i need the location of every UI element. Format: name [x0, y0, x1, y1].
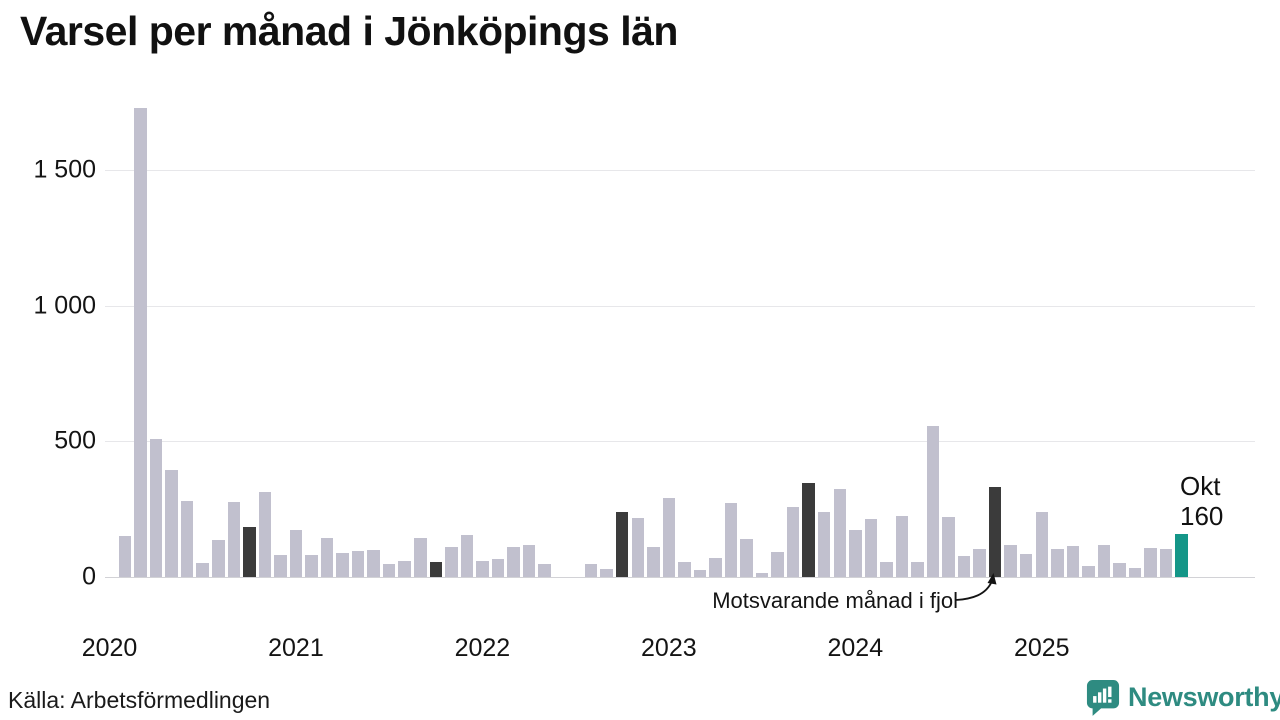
x-tick-label-2023: 2023: [641, 634, 697, 662]
bar-2020-11: [258, 491, 272, 577]
bar-2020-07: [196, 563, 209, 577]
current-bar-value: 160: [1180, 501, 1224, 531]
bar-2025-08: [1144, 548, 1157, 577]
bar-2020-05: [165, 469, 178, 577]
x-tick-label-2025: 2025: [1013, 634, 1070, 662]
gridline: [105, 170, 1255, 172]
bar-2025-05: [1097, 544, 1111, 577]
gridline: [105, 305, 1255, 307]
bar-2023-12: [833, 488, 846, 577]
bar-2021-06: [367, 549, 380, 577]
bar-2025-04: [1082, 566, 1095, 577]
bar-2024-12: [1019, 554, 1033, 577]
bar-2020-09: [227, 502, 241, 577]
bar-2025-02: [1051, 548, 1064, 577]
bar-2024-08: [957, 556, 971, 577]
bar-2021-05: [351, 551, 365, 577]
bar-2024-06: [926, 425, 940, 577]
bar-2023-10: [802, 483, 815, 577]
bar-2021-10: [429, 561, 443, 577]
bar-2024-09: [973, 548, 986, 577]
bar-2023-02: [678, 562, 691, 577]
bar-2024-04: [895, 515, 909, 577]
bar-2020-12: [274, 555, 287, 577]
bar-2022-02: [491, 559, 505, 577]
chart-title: Varsel per månad i Jönköpings län: [20, 8, 678, 54]
bar-2024-05: [911, 561, 924, 577]
bar-2021-02: [305, 555, 318, 577]
bar-2023-01: [662, 498, 676, 577]
bar-2020-08: [212, 540, 225, 577]
x-axis-line: [105, 577, 1255, 578]
bar-2020-02: [118, 536, 132, 577]
x-tick-label-2022: 2022: [454, 634, 511, 662]
x-tick-label-2020: 2020: [81, 634, 138, 662]
bar-2023-04: [709, 558, 722, 577]
gridline: [105, 441, 1255, 443]
bar-2023-11: [817, 511, 831, 577]
bar-2022-12: [647, 547, 660, 577]
bar-2023-03: [693, 569, 707, 577]
bar-2021-12: [460, 534, 474, 577]
current-bar-month: Okt: [1180, 471, 1221, 501]
bar-2024-07: [942, 516, 955, 577]
bar-2024-10: [988, 487, 1002, 577]
bar-2021-09: [414, 538, 427, 577]
speech-bubble-bar-chart-icon: [1086, 680, 1120, 716]
y-tick-label: 500: [54, 426, 96, 455]
y-tick-label: 1 500: [33, 155, 96, 184]
bar-2022-03: [507, 547, 520, 577]
y-tick-label: 0: [82, 562, 96, 591]
bar-2023-05: [724, 503, 738, 577]
annotation-last-year-label: Motsvarande månad i fjol: [712, 588, 958, 613]
bar-2024-01: [849, 530, 862, 577]
annotation-arrow-icon: [955, 573, 997, 601]
bar-2025-09: [1159, 548, 1173, 577]
bar-2025-03: [1066, 546, 1080, 577]
bar-2022-04: [522, 544, 536, 577]
bar-2024-02: [864, 519, 878, 577]
bar-2025-10: [1175, 533, 1188, 577]
bar-2025-06: [1113, 563, 1126, 577]
x-tick-label-2021: 2021: [268, 634, 324, 662]
brand-name: Newsworthy: [1128, 682, 1280, 712]
bar-2023-06: [740, 539, 753, 577]
bar-2023-08: [771, 551, 784, 577]
bar-2022-05: [538, 564, 551, 577]
bar-2021-07: [382, 564, 396, 577]
bar-2022-01: [476, 561, 489, 577]
bar-2020-03: [134, 107, 147, 577]
y-tick-label: 1 000: [33, 291, 96, 320]
bar-2020-06: [180, 501, 194, 577]
bar-2022-10: [615, 511, 629, 577]
bar-2025-07: [1128, 568, 1142, 577]
source-label: Källa: Arbetsförmedlingen: [8, 687, 271, 713]
bar-2021-01: [289, 529, 303, 577]
bar-2020-04: [149, 438, 163, 577]
bar-2024-03: [880, 562, 893, 577]
bar-2021-04: [336, 552, 349, 577]
bar-2021-03: [320, 537, 334, 577]
bar-2022-09: [600, 568, 613, 577]
bar-2024-11: [1004, 545, 1017, 577]
newsworthy-logo: Newsworthy: [1086, 679, 1280, 716]
bar-2025-01: [1035, 512, 1048, 577]
bar-2020-10: [243, 526, 256, 577]
bar-2023-09: [786, 507, 800, 577]
bar-2023-07: [755, 572, 769, 577]
bar-2021-08: [398, 561, 411, 577]
current-bar-value-label: Okt 160: [1180, 471, 1223, 531]
bar-2022-08: [584, 563, 598, 577]
x-tick-label-2024: 2024: [827, 634, 884, 662]
bar-2022-11: [631, 518, 645, 577]
bar-2021-11: [445, 547, 458, 577]
